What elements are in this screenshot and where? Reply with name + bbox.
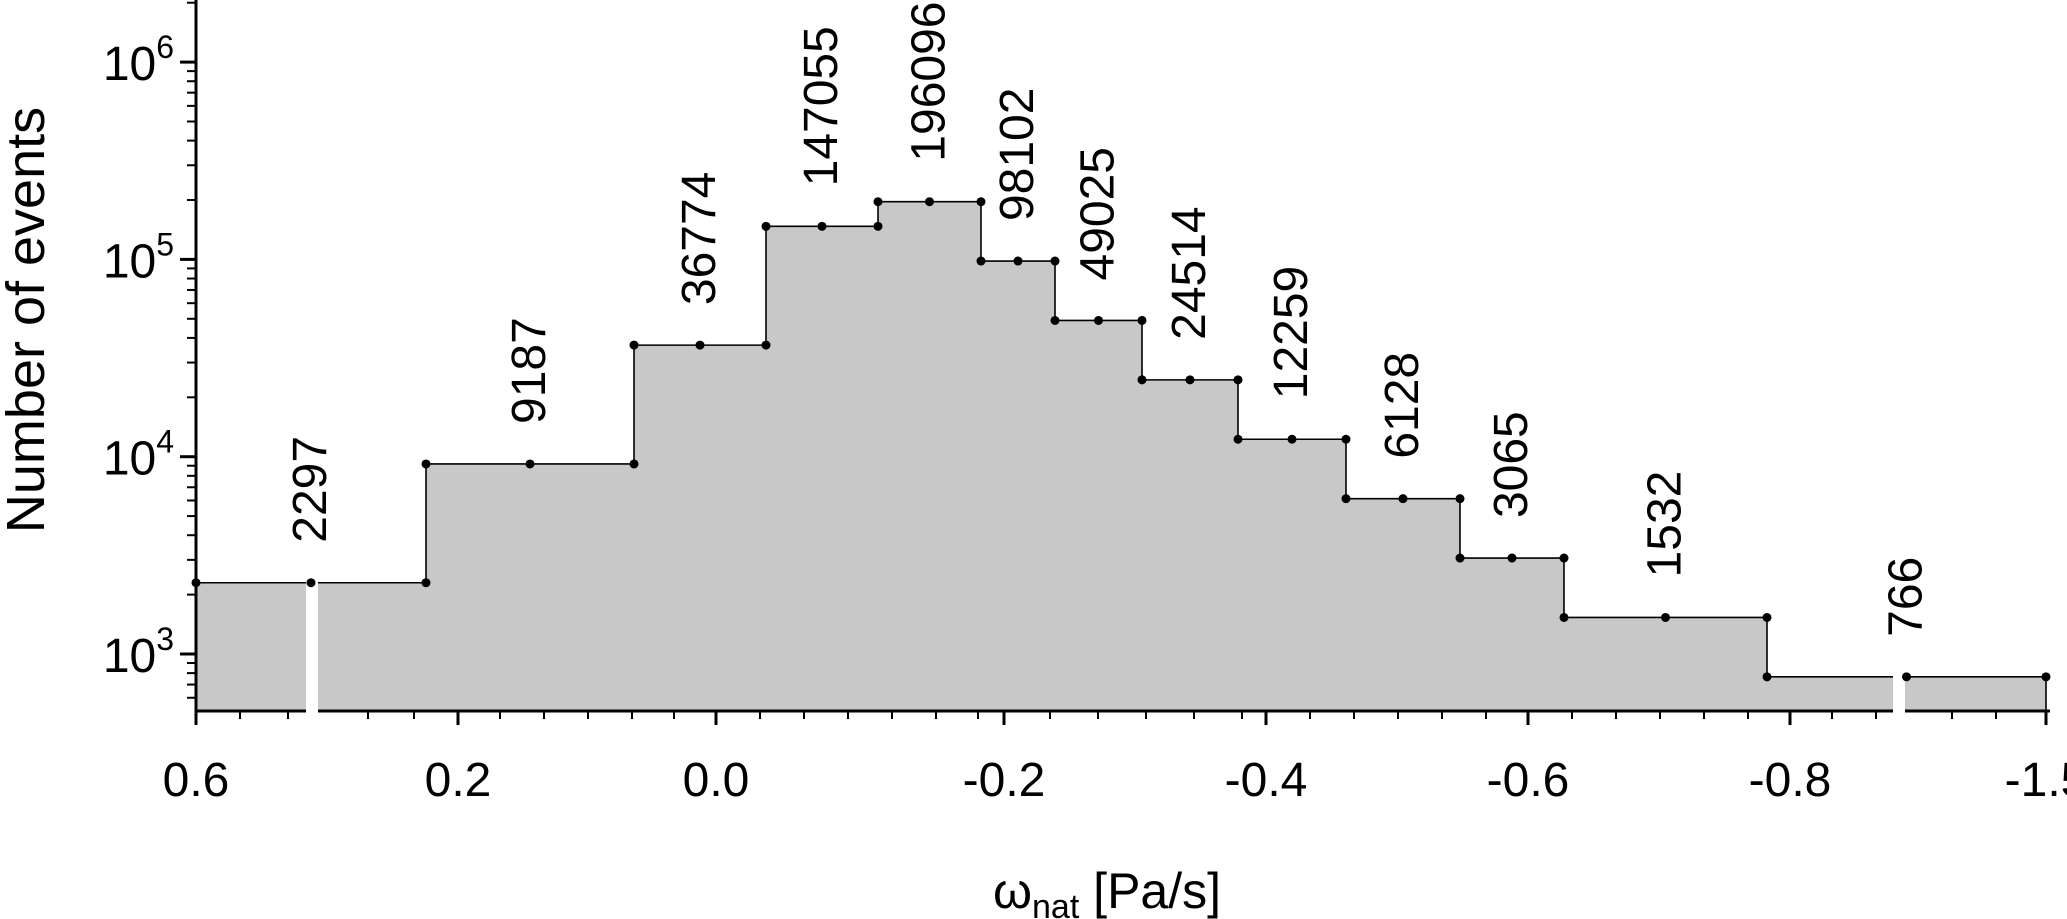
step-marker <box>306 578 316 588</box>
data-label: 36774 <box>673 172 726 305</box>
data-label: 766 <box>1880 557 1933 637</box>
step-marker <box>1094 315 1103 325</box>
step-marker <box>1762 672 1772 682</box>
step-marker <box>1341 434 1351 444</box>
step-marker <box>925 197 934 207</box>
step-marker <box>873 197 883 207</box>
data-label: 12259 <box>1265 266 1318 399</box>
axis-break-gap <box>1893 440 1905 711</box>
step-marker <box>1455 553 1465 563</box>
data-label: 1532 <box>1639 471 1692 578</box>
step-markers <box>191 197 2051 682</box>
step-marker <box>1902 672 1911 682</box>
step-marker <box>1398 494 1408 504</box>
x-tick-label: -0.4 <box>1225 754 1308 807</box>
x-axis-title-symbol: ω <box>993 863 1032 919</box>
step-marker <box>873 221 883 231</box>
data-label: 2297 <box>284 436 337 543</box>
x-tick-label: 0.2 <box>425 754 492 807</box>
x-axis-title: ωnat [Pa/s] <box>993 863 1221 919</box>
step-marker <box>976 197 986 207</box>
step-marker <box>1050 315 1060 325</box>
step-marker <box>421 459 431 469</box>
x-axis-title-subscript: nat <box>1032 888 1080 919</box>
step-marker <box>1050 256 1060 266</box>
x-tick-label: -0.8 <box>1749 754 1832 807</box>
step-marker <box>817 221 827 231</box>
step-marker <box>1762 612 1772 622</box>
step-marker <box>761 340 771 350</box>
data-label: 3065 <box>1485 411 1538 518</box>
x-axis-title-unit: [Pa/s] <box>1079 863 1221 919</box>
step-marker <box>1137 315 1147 325</box>
axes: 103 104 105 106 0.6 0.2 0.0 -0.2 -0.4 -0.6 -0.8 -1.… <box>103 0 2067 807</box>
data-label: 9187 <box>503 317 556 424</box>
step-marker <box>1137 375 1147 385</box>
y-tick-label: 105 <box>103 226 174 288</box>
step-marker <box>1233 434 1243 444</box>
step-marker <box>629 459 639 469</box>
x-axis-break <box>1893 707 1905 715</box>
step-marker <box>1287 434 1297 444</box>
y-tick-label: 104 <box>103 424 174 486</box>
step-marker <box>1013 256 1023 266</box>
axis-break-gap <box>306 440 318 711</box>
data-label: 147055 <box>795 26 848 186</box>
step-marker <box>1661 612 1670 622</box>
x-tick-label: -1.5 <box>2005 754 2067 807</box>
step-marker <box>2041 672 2051 682</box>
step-marker <box>1455 494 1465 504</box>
x-axis-break <box>306 707 318 715</box>
data-labels: 2297 9187 36774 147055 196096 98102 49025 24514… <box>284 2 1933 637</box>
step-marker <box>1341 494 1351 504</box>
data-label: 196096 <box>903 2 956 162</box>
x-tick-label: -0.2 <box>963 754 1046 807</box>
step-marker <box>629 340 639 350</box>
y-axis-title: Number of events <box>0 107 56 533</box>
data-label: 98102 <box>991 88 1044 221</box>
y-tick-label: 106 <box>103 29 174 91</box>
x-tick-label: 0.0 <box>683 754 750 807</box>
data-label: 24514 <box>1163 206 1216 339</box>
step-marker <box>525 459 535 469</box>
step-marker <box>1233 375 1243 385</box>
data-label: 49025 <box>1072 147 1125 280</box>
y-tick-label: 103 <box>103 621 174 683</box>
x-tick-label: -0.6 <box>1487 754 1570 807</box>
step-marker <box>1185 375 1195 385</box>
step-marker <box>1559 612 1569 622</box>
step-marker <box>695 340 705 350</box>
data-label: 6128 <box>1376 352 1429 459</box>
histogram-area <box>196 201 2046 711</box>
x-tick-label: 0.6 <box>163 754 230 807</box>
step-marker <box>976 256 986 266</box>
step-marker <box>1507 553 1517 563</box>
step-marker <box>1559 553 1569 563</box>
step-marker <box>421 578 431 588</box>
step-marker <box>761 221 771 231</box>
